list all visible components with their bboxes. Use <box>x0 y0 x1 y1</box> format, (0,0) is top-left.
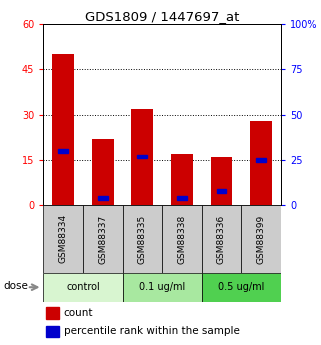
Bar <box>202 205 241 273</box>
Text: percentile rank within the sample: percentile rank within the sample <box>64 326 239 336</box>
Bar <box>256 158 266 162</box>
Bar <box>162 205 202 273</box>
Text: 0.5 ug/ml: 0.5 ug/ml <box>218 282 265 292</box>
Bar <box>137 155 147 158</box>
Bar <box>83 205 123 273</box>
Text: control: control <box>66 282 100 292</box>
Bar <box>217 189 226 193</box>
Text: GSM88399: GSM88399 <box>256 214 265 264</box>
Text: GSM88338: GSM88338 <box>178 214 187 264</box>
Text: GSM88336: GSM88336 <box>217 214 226 264</box>
Bar <box>52 54 74 205</box>
Bar <box>46 307 59 318</box>
Text: count: count <box>64 308 93 318</box>
Bar <box>177 196 187 200</box>
Bar <box>92 139 114 205</box>
Title: GDS1809 / 1447697_at: GDS1809 / 1447697_at <box>85 10 239 23</box>
Bar <box>171 154 193 205</box>
Bar <box>58 149 68 153</box>
Bar <box>250 121 272 205</box>
Bar <box>123 205 162 273</box>
Bar <box>123 273 202 302</box>
Bar <box>241 205 281 273</box>
Text: 0.1 ug/ml: 0.1 ug/ml <box>139 282 185 292</box>
Text: dose: dose <box>4 281 28 291</box>
Bar <box>43 273 123 302</box>
Bar <box>131 109 153 205</box>
Bar <box>202 273 281 302</box>
Text: GSM88337: GSM88337 <box>98 214 107 264</box>
Bar <box>211 157 232 205</box>
Bar <box>46 326 59 337</box>
Bar <box>98 196 108 200</box>
Text: GSM88334: GSM88334 <box>59 214 68 264</box>
Bar <box>43 205 83 273</box>
Text: GSM88335: GSM88335 <box>138 214 147 264</box>
